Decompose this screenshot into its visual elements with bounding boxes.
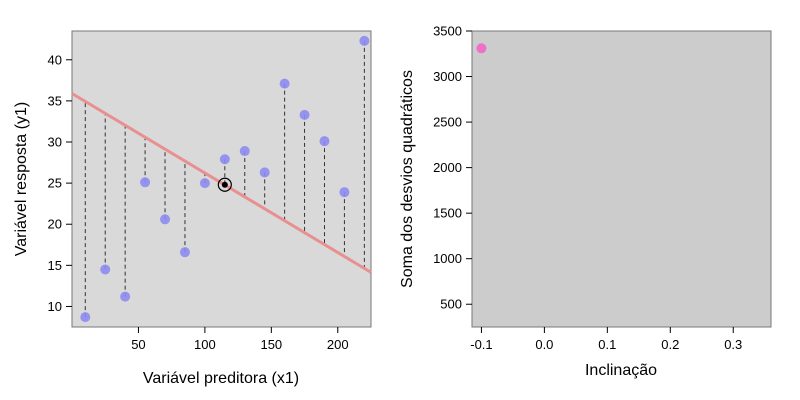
data-point bbox=[279, 78, 290, 89]
center-point-ring bbox=[217, 177, 232, 192]
y-tick-label: 35 bbox=[48, 93, 62, 108]
data-point bbox=[339, 187, 350, 198]
data-point bbox=[160, 214, 171, 225]
data-point bbox=[239, 146, 250, 157]
y-tick-label: 1500 bbox=[433, 206, 462, 221]
left-residual-lines bbox=[84, 40, 365, 318]
left-chart: 50 100 150 200 10 15 20 25 30 35 40 Variável pred… bbox=[13, 30, 372, 387]
left-center-point bbox=[217, 177, 232, 192]
y-tick-label: 25 bbox=[48, 176, 62, 191]
y-tick-label: 2500 bbox=[433, 115, 462, 130]
right-chart: -0.1 0.0 0.1 0.2 0.3 500 1000 1500 2000 2500 3000… bbox=[399, 24, 772, 379]
left-x-axis: 50 100 150 200 bbox=[131, 327, 349, 352]
right-x-axis-title: Inclinação bbox=[585, 362, 657, 379]
x-tick-label: 50 bbox=[131, 337, 145, 352]
y-tick-label: 15 bbox=[48, 258, 62, 273]
x-tick-label: 200 bbox=[327, 337, 349, 352]
data-point bbox=[179, 247, 190, 258]
x-tick-label: 0.2 bbox=[661, 337, 679, 352]
y-tick-label: 500 bbox=[440, 297, 462, 312]
y-tick-label: 10 bbox=[48, 299, 62, 314]
x-tick-label: 0.3 bbox=[724, 337, 742, 352]
data-point bbox=[140, 177, 151, 188]
left-fitted-line bbox=[71, 92, 372, 274]
data-point bbox=[80, 312, 91, 323]
y-tick-label: 1000 bbox=[433, 251, 462, 266]
left-y-axis-title: Variável resposta (y1) bbox=[13, 102, 30, 256]
y-tick-label: 3500 bbox=[433, 24, 462, 39]
center-point-dot bbox=[221, 181, 228, 188]
data-point bbox=[476, 43, 487, 54]
x-tick-label: 100 bbox=[194, 337, 216, 352]
y-tick-label: 3000 bbox=[433, 69, 462, 84]
left-x-axis-title: Variável preditora (x1) bbox=[143, 370, 299, 387]
regression-line bbox=[71, 92, 372, 274]
y-tick-label: 20 bbox=[48, 217, 62, 232]
data-point bbox=[299, 109, 310, 120]
y-tick-label: 40 bbox=[48, 52, 62, 67]
data-point bbox=[219, 154, 230, 165]
right-data-points bbox=[476, 43, 487, 54]
right-y-axis-title: Soma dos desvios quadráticos bbox=[399, 70, 416, 288]
data-point bbox=[359, 35, 370, 46]
data-point bbox=[199, 178, 210, 189]
right-y-axis: 500 1000 1500 2000 2500 3000 3500 bbox=[433, 24, 472, 312]
left-data-points bbox=[80, 35, 370, 323]
y-tick-label: 2000 bbox=[433, 160, 462, 175]
data-point bbox=[100, 264, 111, 275]
x-tick-label: 0.0 bbox=[535, 337, 553, 352]
x-tick-label: 0.1 bbox=[598, 337, 616, 352]
right-plot-background bbox=[471, 30, 772, 328]
y-tick-label: 30 bbox=[48, 135, 62, 150]
x-tick-label: 150 bbox=[260, 337, 282, 352]
data-point bbox=[259, 167, 270, 178]
data-point bbox=[319, 136, 330, 147]
x-tick-label: -0.1 bbox=[470, 337, 492, 352]
right-x-axis: -0.1 0.0 0.1 0.2 0.3 bbox=[470, 327, 742, 352]
data-point bbox=[120, 291, 131, 302]
left-y-axis: 10 15 20 25 30 35 40 bbox=[48, 52, 72, 314]
